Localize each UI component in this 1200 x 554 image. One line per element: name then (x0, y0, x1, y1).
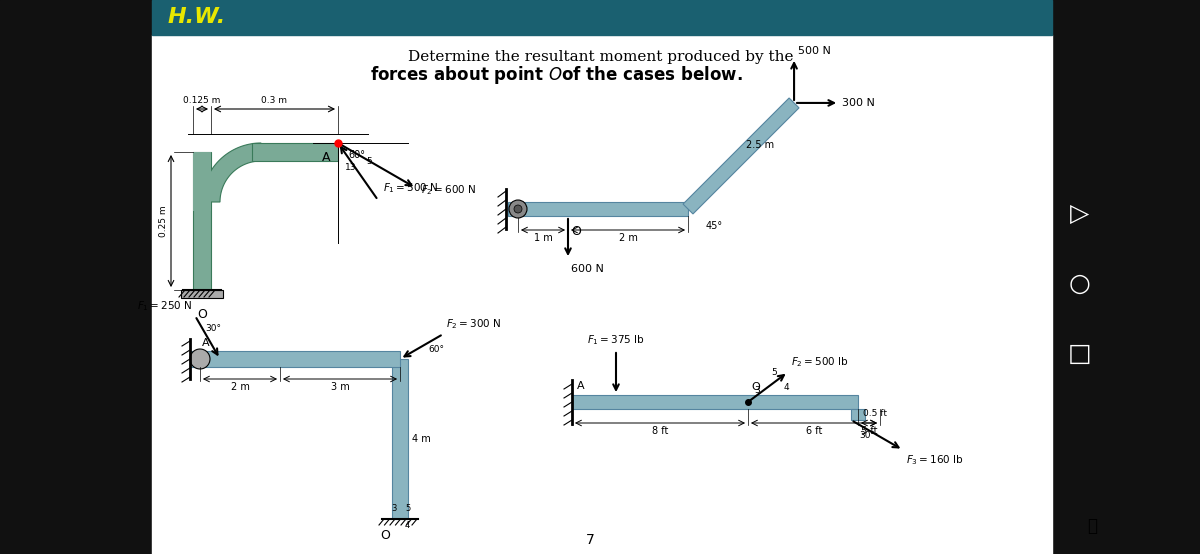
Bar (0, 0, 152, 554)
Text: 13: 13 (344, 163, 356, 172)
Bar (851, 409, 865, 420)
Text: 8 ft: 8 ft (652, 426, 668, 436)
Text: 4: 4 (784, 383, 790, 392)
Text: 0.125 m: 0.125 m (184, 96, 221, 105)
Text: 1 m: 1 m (534, 233, 552, 243)
Bar (193, 152, 211, 211)
Text: 5: 5 (772, 368, 776, 377)
Text: 0.25 m: 0.25 m (158, 205, 168, 237)
Text: 600 N: 600 N (571, 264, 604, 274)
Circle shape (514, 205, 522, 213)
Text: 2 m: 2 m (230, 382, 250, 392)
Text: $F_1 = 500$ N: $F_1 = 500$ N (383, 182, 439, 196)
Text: A: A (202, 338, 210, 348)
Polygon shape (683, 98, 799, 214)
Text: Determine the resultant moment produced by the: Determine the resultant moment produced … (408, 50, 793, 64)
Text: 5: 5 (366, 157, 372, 166)
Text: $F_1 = 375$ lb: $F_1 = 375$ lb (587, 333, 644, 347)
Text: 500 N: 500 N (798, 46, 830, 56)
Bar (508, 202, 688, 216)
Text: $F_1 = 250$ N: $F_1 = 250$ N (137, 299, 192, 312)
Bar (392, 359, 408, 519)
Text: 0.5 ft: 0.5 ft (863, 409, 887, 418)
Circle shape (190, 349, 210, 369)
Text: 3 m: 3 m (331, 382, 349, 392)
Text: 45°: 45° (706, 221, 724, 231)
Text: O: O (380, 529, 390, 542)
Text: 60°: 60° (348, 150, 365, 160)
Bar (152, 35, 1052, 554)
Text: ○: ○ (1069, 272, 1091, 296)
Text: O: O (571, 225, 581, 238)
Bar (193, 152, 211, 290)
Text: 5: 5 (406, 504, 410, 513)
Text: 30°: 30° (859, 431, 875, 440)
Text: $F_2 = 600$ N: $F_2 = 600$ N (421, 183, 476, 197)
Text: O: O (197, 308, 206, 321)
Text: 4 m: 4 m (412, 434, 431, 444)
Text: forces about point $\mathit{O}$of the cases below.: forces about point $\mathit{O}$of the ca… (370, 64, 743, 86)
Text: 🔊: 🔊 (1087, 517, 1097, 535)
Text: 30°: 30° (205, 324, 221, 333)
Text: 7: 7 (586, 533, 594, 547)
Text: 5 ft: 5 ft (860, 426, 877, 436)
Circle shape (509, 200, 527, 218)
Text: $F_2 = 500$ lb: $F_2 = 500$ lb (791, 355, 848, 369)
Text: 3: 3 (755, 386, 760, 395)
Text: 300 N: 300 N (842, 98, 875, 108)
Bar (181, 290, 223, 298)
Text: 6 ft: 6 ft (806, 426, 822, 436)
Text: 0.3 m: 0.3 m (262, 96, 287, 105)
Text: O: O (751, 382, 760, 392)
Text: A: A (322, 151, 330, 164)
Text: $F_3 = 160$ lb: $F_3 = 160$ lb (906, 453, 964, 467)
Bar (572, 395, 858, 409)
Text: $F_2 = 300$ N: $F_2 = 300$ N (446, 317, 502, 331)
Text: 2 m: 2 m (618, 233, 637, 243)
Text: A: A (577, 381, 584, 391)
Bar (193, 152, 211, 202)
Text: 60°: 60° (428, 345, 444, 354)
Text: □: □ (1068, 342, 1092, 366)
Bar (152, 0, 1052, 35)
Text: 3: 3 (391, 504, 397, 513)
Bar (252, 143, 338, 161)
Bar (1052, 0, 1200, 554)
Text: H.W.: H.W. (168, 7, 227, 27)
Text: ▷: ▷ (1070, 202, 1090, 226)
Bar (190, 351, 400, 367)
Text: 2.5 m: 2.5 m (746, 140, 774, 150)
Polygon shape (202, 143, 262, 202)
Text: 4: 4 (406, 521, 410, 530)
